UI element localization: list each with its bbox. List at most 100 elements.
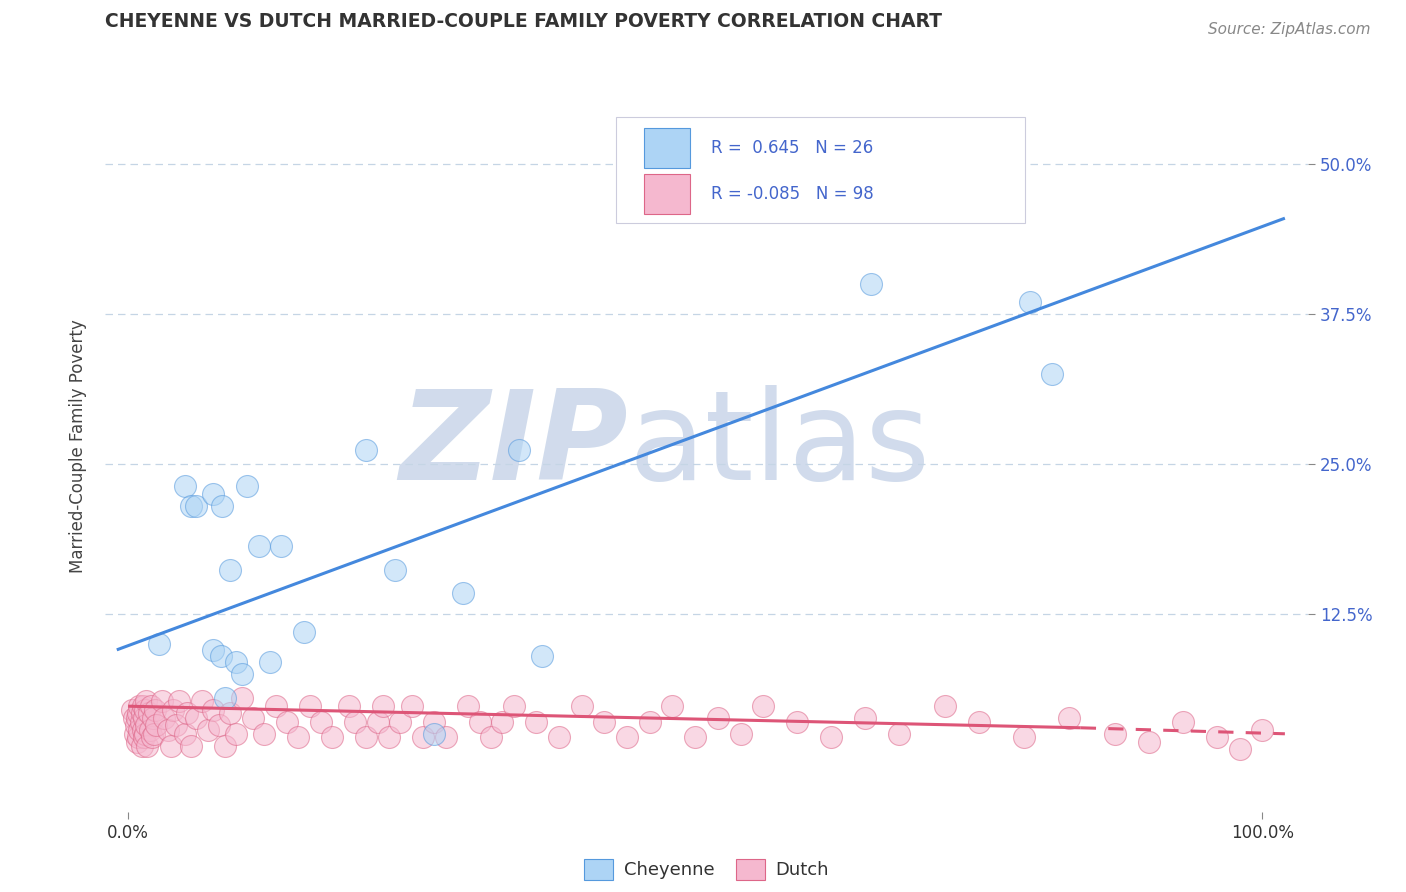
Point <box>134 727 156 741</box>
Point <box>225 655 247 669</box>
Point <box>121 703 143 717</box>
Text: ZIP: ZIP <box>399 385 628 507</box>
Point <box>179 499 201 513</box>
Point <box>378 731 401 745</box>
Point <box>1251 723 1274 738</box>
Point <box>321 731 343 745</box>
Point <box>138 723 160 738</box>
Bar <box>644 128 690 169</box>
Point <box>270 539 292 553</box>
Point <box>143 727 166 741</box>
Point <box>889 727 911 741</box>
Point <box>150 694 173 708</box>
Point <box>276 714 298 729</box>
Point <box>134 703 156 717</box>
Point <box>197 723 219 738</box>
Point <box>389 714 412 729</box>
Point <box>148 637 170 651</box>
Point <box>135 718 157 732</box>
Point <box>209 648 232 663</box>
Point <box>202 487 225 501</box>
Point <box>131 739 153 753</box>
Point <box>132 723 155 738</box>
Point <box>1104 727 1126 741</box>
Point <box>214 690 236 705</box>
Point <box>162 703 184 717</box>
Point <box>173 727 195 741</box>
Point <box>707 711 730 725</box>
Point <box>247 539 270 553</box>
Point <box>139 699 162 714</box>
Point <box>343 714 366 729</box>
Point <box>526 714 548 729</box>
Point <box>131 706 153 721</box>
Point <box>401 699 423 714</box>
Point <box>173 478 195 492</box>
Point <box>127 735 149 749</box>
Point <box>127 706 149 721</box>
Point <box>384 562 406 576</box>
Point <box>638 714 661 729</box>
Point <box>122 711 145 725</box>
Point <box>730 727 752 741</box>
Point <box>412 731 434 745</box>
Point <box>128 723 150 738</box>
Point <box>508 442 530 457</box>
Point <box>143 703 166 717</box>
Point <box>128 699 150 714</box>
Point <box>967 714 990 729</box>
Point <box>367 714 389 729</box>
Point <box>423 714 446 729</box>
Point <box>502 699 524 714</box>
Point <box>153 711 176 725</box>
Point <box>853 711 876 725</box>
Bar <box>644 174 690 214</box>
Point <box>208 718 231 732</box>
Point <box>423 727 446 741</box>
Text: CHEYENNE VS DUTCH MARRIED-COUPLE FAMILY POVERTY CORRELATION CHART: CHEYENNE VS DUTCH MARRIED-COUPLE FAMILY … <box>105 12 942 31</box>
Point <box>531 648 554 663</box>
FancyBboxPatch shape <box>616 117 1025 223</box>
Point <box>859 277 882 292</box>
Point <box>202 703 225 717</box>
Text: R = -0.085   N = 98: R = -0.085 N = 98 <box>711 185 875 202</box>
Point <box>752 699 775 714</box>
Point <box>548 731 571 745</box>
Point <box>156 723 179 738</box>
Point <box>337 699 360 714</box>
Point <box>1205 731 1227 745</box>
Point <box>231 690 253 705</box>
Legend: Cheyenne, Dutch: Cheyenne, Dutch <box>576 852 837 887</box>
Point <box>292 624 315 639</box>
Point <box>491 714 513 729</box>
Point <box>167 694 190 708</box>
Point <box>253 727 276 741</box>
Point <box>214 739 236 753</box>
Point <box>457 699 479 714</box>
Point <box>179 739 201 753</box>
Point <box>1012 731 1035 745</box>
Point <box>225 727 247 741</box>
Point <box>1059 711 1081 725</box>
Point <box>1171 714 1194 729</box>
Point <box>124 727 146 741</box>
Point <box>434 731 457 745</box>
Point <box>141 731 163 745</box>
Point <box>211 499 233 513</box>
Point <box>373 699 395 714</box>
Point <box>1042 367 1064 381</box>
Point <box>451 586 474 600</box>
Point <box>356 442 378 457</box>
Point <box>202 643 225 657</box>
Point <box>356 731 378 745</box>
Point <box>142 711 165 725</box>
Point <box>259 655 281 669</box>
Point <box>287 731 309 745</box>
Point <box>786 714 808 729</box>
Point <box>820 731 842 745</box>
Point <box>231 666 253 681</box>
Point <box>242 711 264 725</box>
Text: Source: ZipAtlas.com: Source: ZipAtlas.com <box>1208 22 1371 37</box>
Point <box>593 714 616 729</box>
Point <box>479 731 502 745</box>
